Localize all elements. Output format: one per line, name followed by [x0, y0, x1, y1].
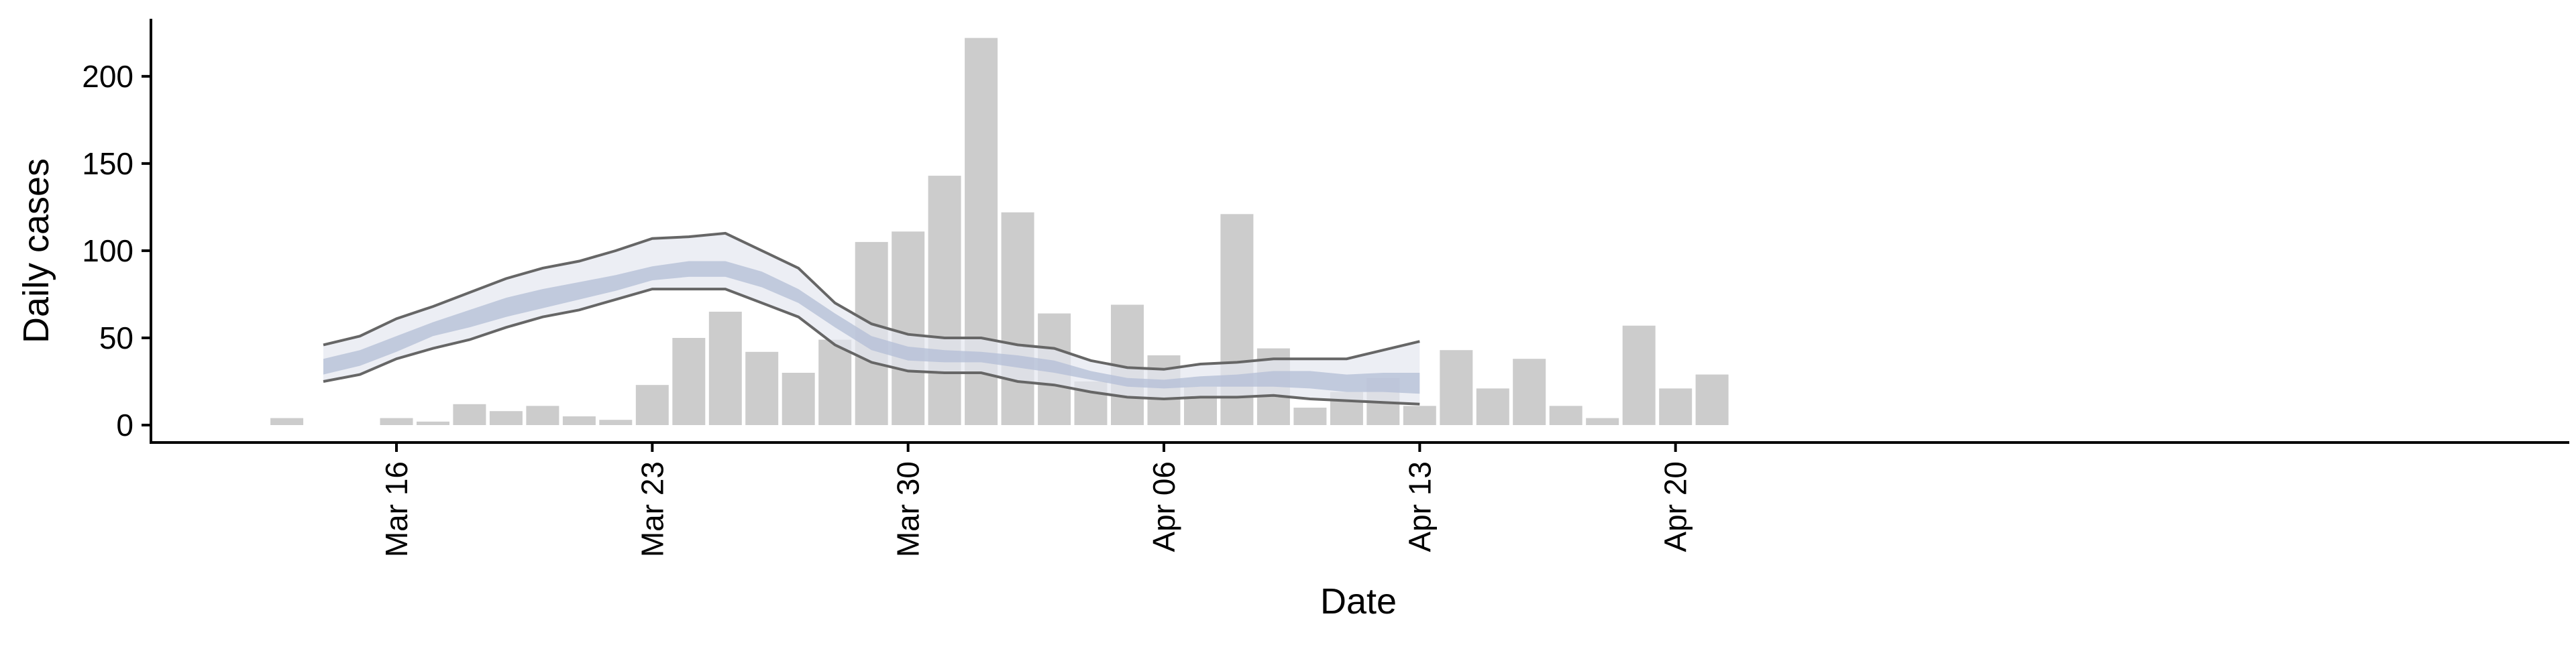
x-tick-label-apr-06: Apr 06 [1146, 461, 1181, 552]
bar-mar-28 [818, 339, 852, 425]
bar-apr-20 [1659, 388, 1693, 425]
bar-apr-18 [1586, 418, 1619, 425]
bar-mar-30 [892, 231, 925, 425]
bar-mar-19 [489, 411, 523, 425]
bar-mar-16 [380, 418, 413, 425]
inner-credible-band [323, 261, 1420, 394]
y-tick-label-150: 150 [82, 146, 133, 181]
x-tick-label-mar-23: Mar 23 [635, 461, 669, 557]
bar-apr-17 [1549, 406, 1582, 425]
bar-mar-26 [745, 351, 779, 425]
x-tick-label-apr-20: Apr 20 [1658, 461, 1693, 552]
bar-apr-14 [1440, 350, 1473, 425]
bar-apr-10 [1293, 408, 1327, 425]
bar-mar-24 [672, 338, 706, 425]
outer-band-upper-line [323, 231, 1420, 371]
y-tick-label-200: 200 [82, 59, 133, 94]
outer-band-lower-line [323, 288, 1420, 406]
bar-mar-17 [417, 421, 449, 425]
bar-apr-21 [1695, 374, 1729, 425]
bar-mar-31 [928, 176, 961, 425]
bar-apr-15 [1476, 388, 1509, 425]
bar-mar-23 [635, 385, 669, 425]
bar-mar-25 [708, 311, 742, 425]
estimate-bands-layer [323, 231, 1420, 406]
x-tick-label-apr-13: Apr 13 [1402, 461, 1437, 552]
bar-apr-13 [1403, 406, 1436, 425]
bar-apr-16 [1513, 359, 1546, 425]
bar-mar-22 [599, 420, 633, 425]
bar-mar-20 [526, 406, 559, 425]
outer-credible-band [323, 233, 1420, 404]
bar-apr-02 [1001, 212, 1034, 425]
y-tick-label-50: 50 [99, 320, 133, 355]
axes-layer: 0 50 100 150 200 Mar 16 Mar 23 Mar 30 Apr 06 Apr … [82, 19, 2569, 557]
x-tick-label-mar-30: Mar 30 [891, 461, 926, 557]
y-tick-label-100: 100 [82, 233, 133, 268]
x-tick-label-mar-16: Mar 16 [379, 461, 414, 557]
bars-layer [270, 38, 1729, 426]
bar-mar-18 [453, 404, 486, 425]
bar-mar-27 [782, 373, 815, 425]
bar-apr-19 [1622, 325, 1656, 425]
y-axis-title: Daily cases [16, 158, 56, 343]
x-axis-title: Date [1320, 581, 1397, 622]
bar-mar-21 [562, 416, 596, 425]
bar-mar-13 [270, 418, 304, 425]
y-tick-label-0: 0 [116, 408, 133, 443]
